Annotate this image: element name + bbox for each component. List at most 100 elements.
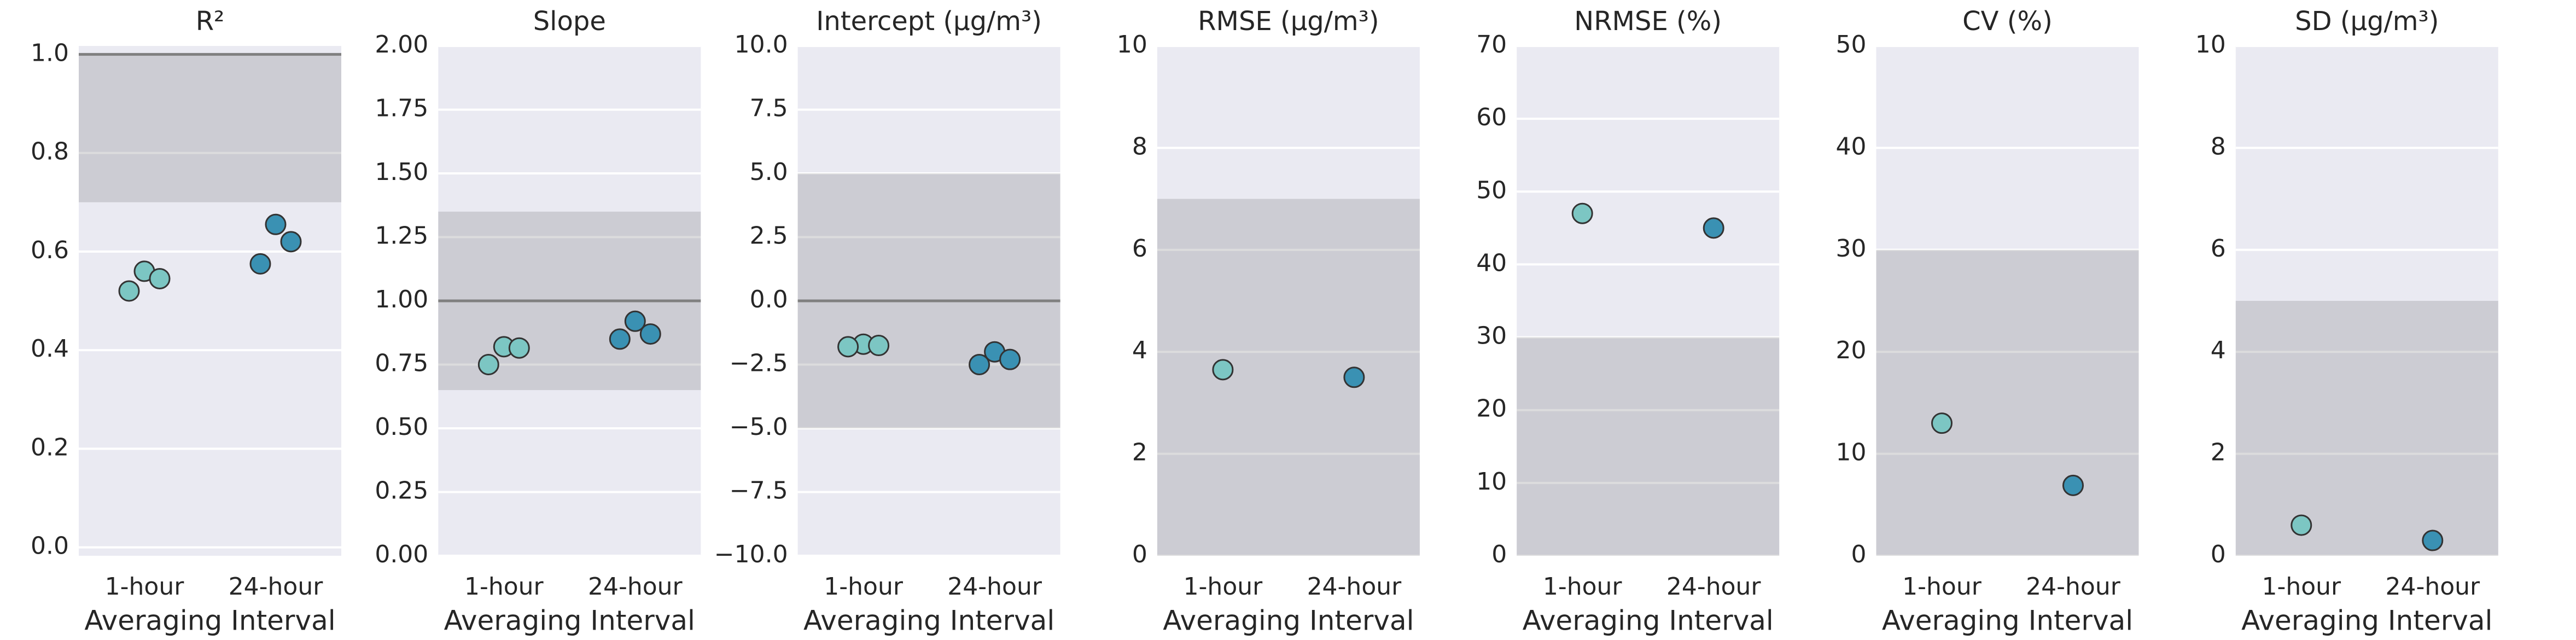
y-tick-label: 10 [2195,31,2226,59]
panel-title: NRMSE (%) [1574,6,1722,37]
x-tick-label: 1-hour [1543,573,1623,601]
y-tick-label: 0.0 [31,532,69,560]
x-tick-label: 1-hour [1184,573,1263,601]
y-tick-label: 10.0 [735,31,788,59]
y-tick-label: 0 [1851,540,1867,568]
y-tick-label: 0.50 [375,413,428,441]
plot-background [1157,46,1420,556]
data-point [149,267,171,289]
y-tick-label: 50 [1476,176,1507,204]
y-tick-label: 0.8 [31,138,69,166]
data-point [1212,359,1234,381]
y-tick-label: 10 [1117,31,1147,59]
y-tick-label: 60 [1476,103,1507,131]
data-point [969,354,990,375]
plot-background [2235,46,2498,556]
y-tick-label: 4 [1132,336,1147,364]
x-axis-label: Averaging Interval [803,605,1054,637]
y-tick-label: 0.25 [375,477,428,505]
target-band [1157,199,1420,556]
y-tick-label: −5.0 [730,413,788,441]
y-tick-label: 70 [1476,31,1507,59]
data-point [265,213,287,235]
y-tick-label: 20 [1476,395,1507,423]
x-tick-label: 24-hour [947,573,1042,601]
y-tick-label: 0.4 [31,335,69,363]
y-tick-label: 40 [1836,132,1867,160]
x-tick-label: 24-hour [1666,573,1762,601]
data-point [1571,202,1593,224]
panel-title: CV (%) [1962,6,2053,37]
plot-background [1876,46,2139,556]
panel-title: R² [196,6,225,37]
data-point [118,280,140,302]
y-tick-label: 0 [1132,540,1147,568]
y-tick-label: 0 [1491,540,1507,568]
y-tick-label: −7.5 [730,477,788,505]
y-tick-label: 1.00 [375,286,428,313]
data-point [508,337,530,359]
plot-background [1517,46,1780,556]
data-point [2062,474,2084,496]
x-tick-label: 1-hour [105,573,185,601]
x-tick-label: 24-hour [1307,573,1402,601]
panel-title: RMSE (μg/m³) [1198,6,1379,37]
y-tick-label: 8 [2211,132,2226,160]
target-band [1876,249,2139,556]
data-point [999,348,1021,370]
x-axis-label: Averaging Interval [1523,605,1774,637]
y-tick-label: 4 [2211,336,2226,364]
y-tick-label: 1.0 [31,39,69,67]
x-tick-label: 24-hour [588,573,683,601]
y-tick-label: 0.6 [31,236,69,264]
data-point [639,323,661,345]
target-band [1517,337,1780,556]
x-tick-label: 1-hour [824,573,904,601]
x-tick-label: 1-hour [1902,573,1982,601]
target-band [79,54,341,202]
x-tick-label: 1-hour [2262,573,2341,601]
data-point [1931,412,1953,434]
data-point [837,336,859,358]
y-tick-label: −2.5 [730,350,788,377]
y-tick-label: −10.0 [714,540,788,568]
data-point [624,310,646,332]
x-axis-label: Averaging Interval [1882,605,2133,637]
y-tick-label: 1.50 [375,158,428,186]
x-axis-label: Averaging Interval [1163,605,1414,637]
y-tick-label: 6 [1132,235,1147,263]
panel-title: Intercept (μg/m³) [816,6,1042,37]
x-axis-label: Averaging Interval [444,605,695,637]
data-point [2291,514,2312,536]
y-tick-label: 2 [1132,439,1147,467]
y-tick-label: 40 [1476,249,1507,277]
panel-title: SD (μg/m³) [2295,6,2439,37]
y-tick-label: 1.75 [375,95,428,123]
y-tick-label: 0.00 [375,540,428,568]
y-tick-label: 2.5 [750,222,788,250]
y-tick-label: 30 [1836,235,1867,263]
y-tick-label: 8 [1132,132,1147,160]
panel-title: Slope [533,6,606,37]
data-point [1703,217,1724,239]
plot-background [79,46,341,556]
target-band [2235,301,2498,556]
data-point [609,328,631,350]
y-tick-label: 2.00 [375,31,428,59]
y-tick-label: 10 [1836,439,1867,467]
data-point [868,335,890,357]
data-point [477,354,499,375]
y-tick-label: 0 [2211,540,2226,568]
x-axis-label: Averaging Interval [2241,605,2492,637]
data-point [249,253,271,275]
x-axis-label: Averaging Interval [84,605,335,637]
x-tick-label: 1-hour [464,573,544,601]
x-tick-label: 24-hour [229,573,324,601]
x-tick-label: 24-hour [2385,573,2480,601]
x-tick-label: 24-hour [2026,573,2121,601]
y-tick-label: 0.0 [750,286,788,313]
y-tick-label: 30 [1476,322,1507,350]
y-tick-label: 20 [1836,336,1867,364]
y-tick-label: 0.2 [31,433,69,461]
